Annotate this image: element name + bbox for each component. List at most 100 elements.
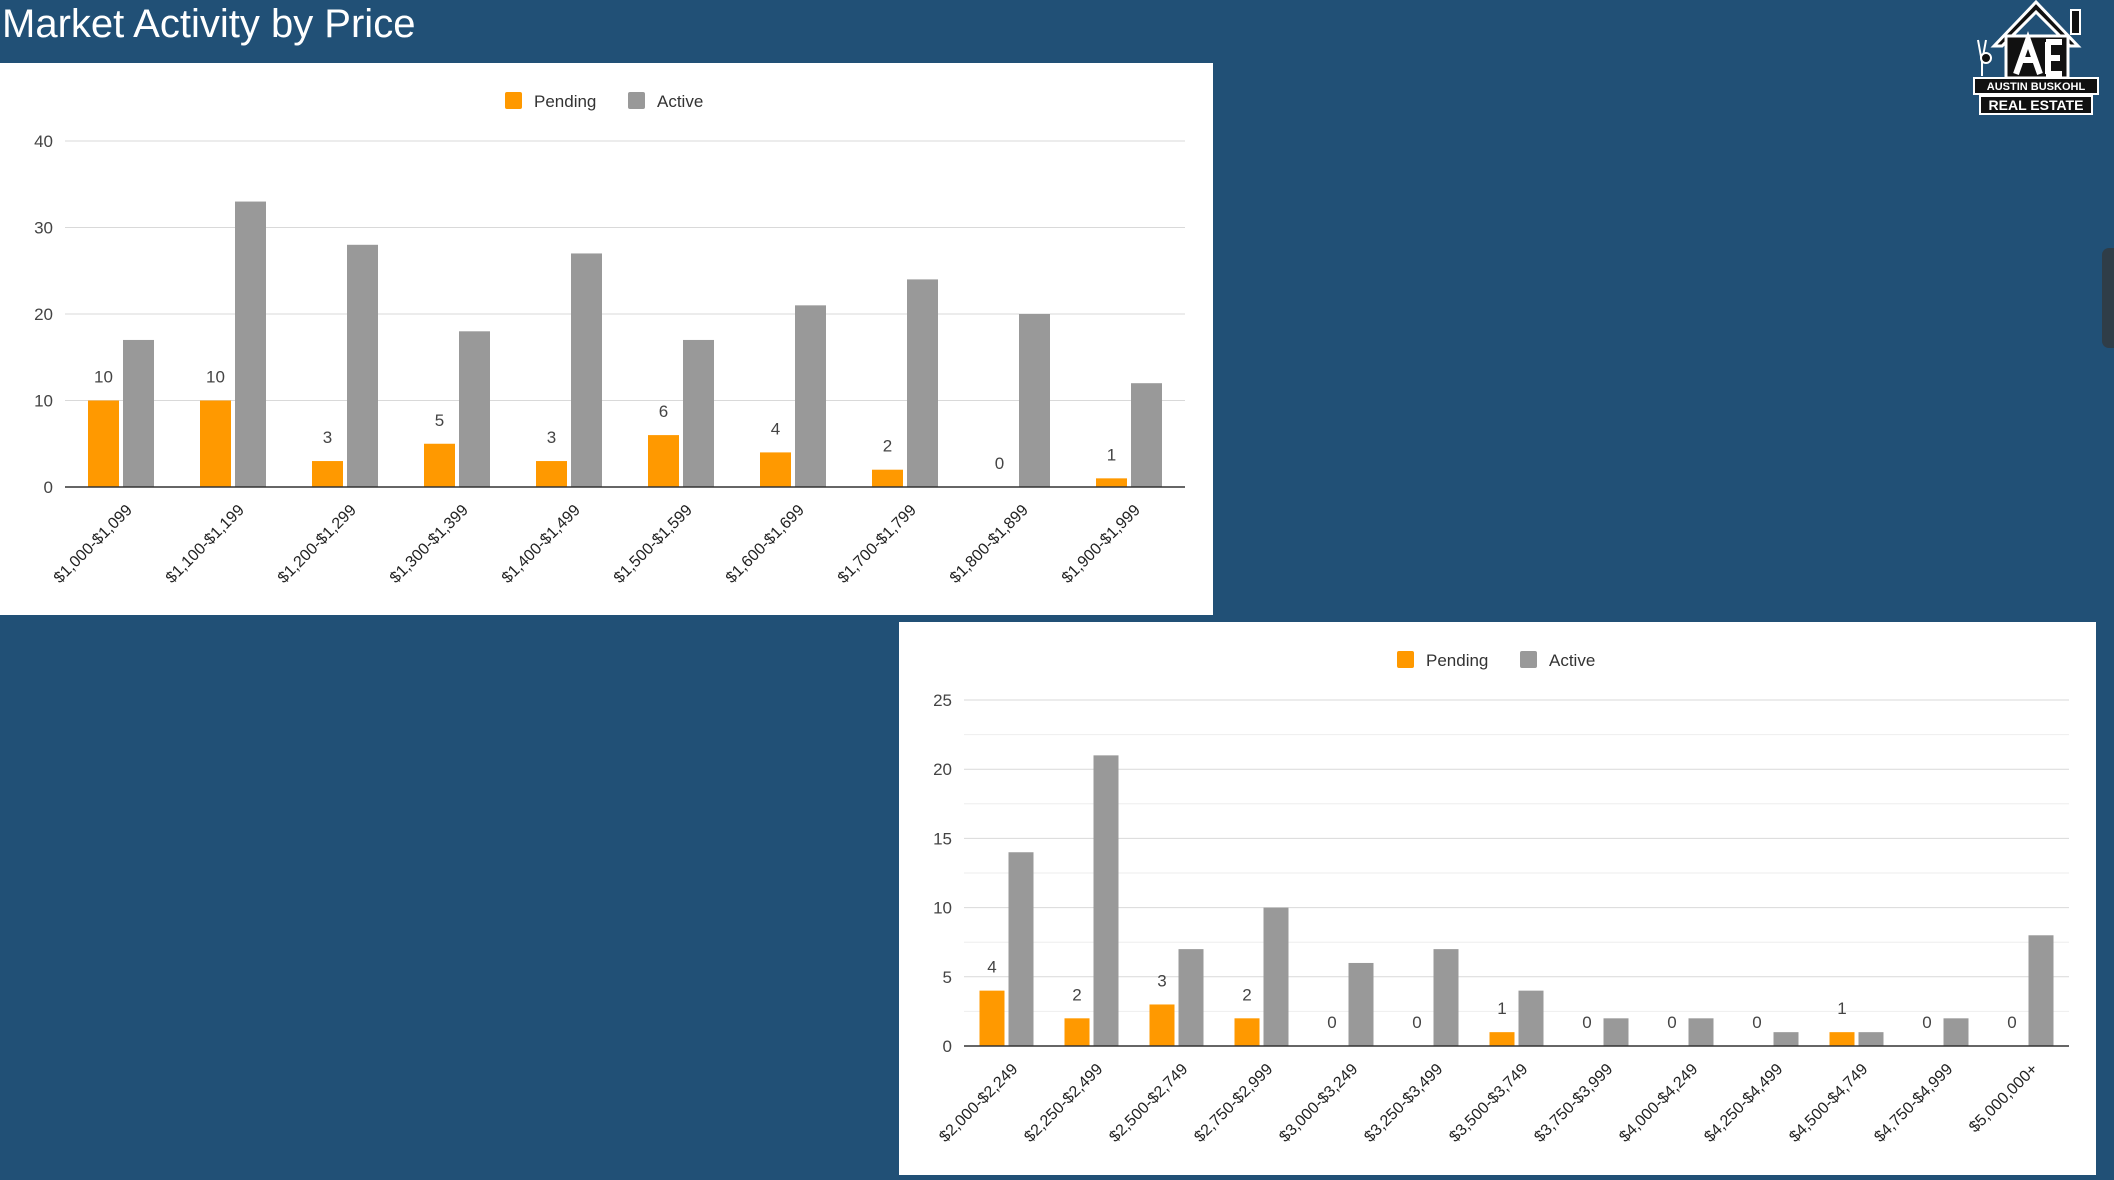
active-bar: [347, 245, 378, 487]
pending-bar: [760, 452, 791, 487]
company-logo: AUSTIN BUSKOHL REAL ESTATE: [1972, 0, 2102, 118]
x-tick-label: $1,600-$1,699: [723, 502, 808, 587]
active-bar: [459, 331, 490, 487]
active-bar: [1179, 949, 1204, 1046]
legend-swatch-pending: [505, 92, 522, 109]
x-tick-label: $3,500-$3,749: [1446, 1061, 1531, 1146]
active-bar: [1604, 1018, 1629, 1046]
y-tick-label: 20: [933, 760, 952, 779]
active-bar: [2029, 935, 2054, 1046]
x-tick-label: $1,000-$1,099: [51, 502, 136, 587]
pending-data-label: 0: [1922, 1013, 1931, 1032]
legend-label-pending: Pending: [1426, 651, 1488, 670]
pending-data-label: 1: [1497, 999, 1506, 1018]
pending-bar: [1065, 1018, 1090, 1046]
scrollbar-handle[interactable]: [2102, 248, 2114, 348]
x-tick-label: $3,000-$3,249: [1276, 1061, 1361, 1146]
pending-data-label: 10: [94, 368, 113, 387]
pending-data-label: 0: [1667, 1013, 1676, 1032]
pending-bar: [980, 991, 1005, 1046]
pending-data-label: 0: [1327, 1013, 1336, 1032]
y-tick-label: 25: [933, 691, 952, 710]
pending-data-label: 1: [1837, 999, 1846, 1018]
x-tick-label: $3,250-$3,499: [1361, 1061, 1446, 1146]
pending-bar: [200, 401, 231, 488]
legend-label-pending: Pending: [534, 92, 596, 111]
x-tick-label: $2,750-$2,999: [1191, 1061, 1276, 1146]
x-tick-label: $1,300-$1,399: [387, 502, 472, 587]
x-tick-label: $2,000-$2,249: [936, 1061, 1021, 1146]
active-bar: [571, 253, 602, 487]
y-tick-label: 15: [933, 829, 952, 848]
chart-panel-high-price: 0 5 10 15 20 25 4 $2,000-$2,249 2 $2,250-$2,499 3 $…: [899, 622, 2096, 1175]
active-bar: [1131, 383, 1162, 487]
active-bar: [1519, 991, 1544, 1046]
active-bar: [1349, 963, 1374, 1046]
legend-label-active: Active: [657, 92, 703, 111]
legend-label-active: Active: [1549, 651, 1595, 670]
pending-data-label: 4: [987, 958, 996, 977]
pending-data-label: 0: [1752, 1013, 1761, 1032]
pending-data-label: 4: [771, 419, 780, 438]
pending-data-label: 6: [659, 402, 668, 421]
x-tick-label: $1,500-$1,599: [611, 502, 696, 587]
x-tick-label: $1,900-$1,999: [1059, 502, 1144, 587]
bar-chart-high-price: 05101520254$2,000-$2,2492$2,250-$2,4993$…: [899, 622, 2096, 1175]
active-bar: [683, 340, 714, 487]
y-tick-label: 5: [943, 968, 952, 987]
pending-data-label: 0: [1412, 1013, 1421, 1032]
pending-data-label: 3: [323, 428, 332, 447]
bar-chart-low-price: 01020304010$1,000-$1,09910$1,100-$1,1993…: [0, 63, 1213, 615]
active-bar: [1434, 949, 1459, 1046]
active-bar: [1009, 852, 1034, 1046]
y-tick-label: 0: [943, 1037, 952, 1056]
pending-bar: [1096, 478, 1127, 487]
y-tick-label: 30: [34, 219, 53, 238]
chart-panel-low-price: 0 10 20 30 40 10 $1,000-$1,099 10 $1,100-$1,199 3…: [0, 63, 1213, 615]
pending-data-label: 10: [206, 368, 225, 387]
logo-line1: AUSTIN BUSKOHL: [1987, 81, 2086, 93]
pending-data-label: 0: [2007, 1013, 2016, 1032]
active-bar: [1859, 1032, 1884, 1046]
x-tick-label: $5,000,000+: [1966, 1061, 2041, 1136]
pending-bar: [424, 444, 455, 487]
pending-bar: [1150, 1004, 1175, 1046]
legend-swatch-active: [1520, 651, 1537, 668]
x-tick-label: $4,000-$4,249: [1616, 1061, 1701, 1146]
logo-line2: REAL ESTATE: [1989, 97, 2084, 113]
x-tick-label: $1,200-$1,299: [275, 502, 360, 587]
active-bar: [1019, 314, 1050, 487]
pending-bar: [648, 435, 679, 487]
active-bar: [235, 202, 266, 487]
pending-data-label: 0: [1582, 1013, 1591, 1032]
pending-data-label: 5: [435, 411, 444, 430]
y-tick-label: 10: [933, 899, 952, 918]
x-tick-label: $3,750-$3,999: [1531, 1061, 1616, 1146]
x-tick-label: $1,400-$1,499: [499, 502, 584, 587]
y-tick-label: 10: [34, 392, 53, 411]
y-tick-label: 0: [44, 478, 53, 497]
pending-bar: [1490, 1032, 1515, 1046]
house-logo-icon: AUSTIN BUSKOHL REAL ESTATE: [1972, 0, 2102, 118]
x-tick-label: $4,750-$4,999: [1871, 1061, 1956, 1146]
page-title: Market Activity by Price: [2, 2, 415, 47]
active-bar: [123, 340, 154, 487]
active-bar: [1689, 1018, 1714, 1046]
pending-data-label: 2: [883, 437, 892, 456]
x-tick-label: $2,250-$2,499: [1021, 1061, 1106, 1146]
x-tick-label: $1,100-$1,199: [163, 502, 248, 587]
pending-bar: [1235, 1018, 1260, 1046]
legend-swatch-active: [628, 92, 645, 109]
active-bar: [1944, 1018, 1969, 1046]
active-bar: [1094, 755, 1119, 1046]
pending-data-label: 2: [1072, 985, 1081, 1004]
active-bar: [907, 279, 938, 487]
active-bar: [1264, 908, 1289, 1046]
x-tick-label: $2,500-$2,749: [1106, 1061, 1191, 1146]
legend-swatch-pending: [1397, 651, 1414, 668]
pending-bar: [88, 401, 119, 488]
pending-bar: [312, 461, 343, 487]
y-tick-label: 20: [34, 305, 53, 324]
pending-data-label: 2: [1242, 985, 1251, 1004]
x-tick-label: $1,800-$1,899: [947, 502, 1032, 587]
